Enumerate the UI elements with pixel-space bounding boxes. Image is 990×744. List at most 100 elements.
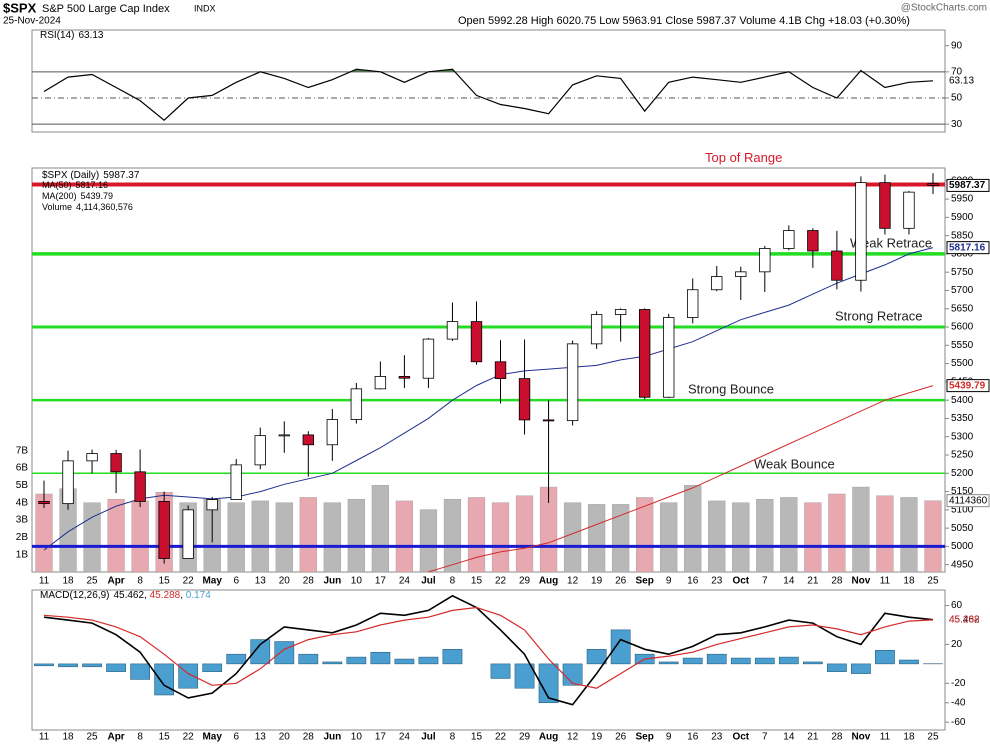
volume-bar <box>347 498 365 572</box>
volume-tick-label: 5B <box>16 480 29 491</box>
x-tick-label: 28 <box>303 732 315 743</box>
histogram-bar <box>658 661 679 665</box>
value-tag: 4114360 <box>949 495 988 506</box>
legend: RSI(14) 63.13 <box>40 30 104 41</box>
level-annotation: Strong Retrace <box>835 308 922 323</box>
pane-frame <box>31 589 946 731</box>
value-tag-box <box>946 178 990 192</box>
volume-bar <box>227 502 245 572</box>
x-tick-label: 11 <box>39 732 50 743</box>
x-tick-label: Jun <box>323 576 341 587</box>
x-tick-label: 22 <box>495 576 507 587</box>
candle-body <box>783 230 795 249</box>
histogram-bar <box>322 661 343 665</box>
histogram-bar <box>514 663 535 689</box>
x-tick-label: 18 <box>903 576 915 587</box>
volume-bar <box>443 498 462 572</box>
value-tag: 45.288 <box>949 614 980 625</box>
quote: Open 5992.28 High 6020.75 Low 5963.91 Cl… <box>458 15 910 27</box>
date: 25-Nov-2024 <box>3 16 61 27</box>
y-tick-label: 5200 <box>951 468 974 479</box>
x-tick-label: 29 <box>519 576 531 587</box>
candle-body <box>614 309 627 316</box>
value-tag: 5439.79 <box>949 380 986 391</box>
candle-body <box>230 464 242 501</box>
x-tick-label: Oct <box>732 732 749 743</box>
legend-part: 5987.37 <box>103 170 140 181</box>
x-tick-label: 15 <box>471 732 483 743</box>
legend-value: 0.174 <box>186 590 211 601</box>
value-tag: 5987.37 <box>949 180 986 191</box>
candle-body <box>158 501 170 559</box>
volume-bar <box>852 486 870 572</box>
x-tick-label: 8 <box>137 732 143 743</box>
x-tick-label: 20 <box>279 732 291 743</box>
pane-frame <box>31 167 946 573</box>
candle-body <box>518 378 531 421</box>
y-tick-label: -20 <box>951 678 966 689</box>
volume-bar <box>83 502 101 572</box>
volume-bar <box>660 502 678 572</box>
indicator-line <box>43 594 934 706</box>
x-tick-label: 23 <box>711 576 723 587</box>
volume-bar <box>636 497 654 572</box>
y-tick-label: 5600 <box>951 322 974 333</box>
legend-value: 63.13 <box>78 30 103 41</box>
y-tick-label: 5900 <box>951 212 974 223</box>
symbol: $SPX <box>3 0 37 15</box>
x-tick-label: 12 <box>567 576 579 587</box>
x-tick-label: 25 <box>927 732 939 743</box>
histogram-bar <box>610 629 631 665</box>
x-tick-label: 15 <box>159 576 171 587</box>
histogram-bar <box>875 650 895 665</box>
volume-tick-label: 6B <box>16 463 29 474</box>
candle-body <box>590 314 603 345</box>
x-tick-label: 29 <box>519 732 531 743</box>
x-tick-label: 13 <box>255 576 267 587</box>
histogram-bar <box>827 663 847 672</box>
histogram-bar <box>754 657 775 665</box>
volume-tick-label: 1B <box>16 549 29 560</box>
histogram-bar <box>802 661 823 665</box>
index-name: S&P 500 Large Cap Index <box>42 3 170 15</box>
x-tick-label: 21 <box>807 732 819 743</box>
moving-average <box>426 385 934 572</box>
candle-body <box>350 388 363 420</box>
candle-body <box>86 453 98 462</box>
volume-tick-label: 2B <box>16 532 29 543</box>
x-tick-label: 7 <box>762 576 768 587</box>
volume-bar <box>395 500 414 572</box>
volume-bar <box>876 495 894 572</box>
histogram-bar <box>730 657 751 665</box>
x-tick-label: 14 <box>783 576 795 587</box>
value-tag-box <box>946 494 990 508</box>
histogram-bar <box>562 663 583 686</box>
level-annotation: Top of Range <box>705 150 782 165</box>
y-tick-label: 5550 <box>951 340 974 351</box>
candle-body <box>446 321 459 340</box>
legend: Volume 4,114,360,576 <box>42 202 133 212</box>
candle-body <box>38 501 50 505</box>
x-tick-label: 21 <box>807 576 819 587</box>
y-tick-label: 5150 <box>951 486 974 497</box>
value-tag-box <box>946 241 990 255</box>
y-tick-label: 5400 <box>951 395 974 406</box>
x-tick-label: 15 <box>471 576 483 587</box>
histogram-bar <box>442 649 463 665</box>
legend-part: Volume <box>42 202 72 212</box>
indicator-line <box>43 606 934 689</box>
x-tick-label: 19 <box>591 576 603 587</box>
x-tick-label: Apr <box>107 732 124 743</box>
candle-body <box>182 509 194 559</box>
x-tick-label: 28 <box>303 576 315 587</box>
x-tick-label: 22 <box>183 732 195 743</box>
volume-bar <box>107 498 125 572</box>
volume-bar <box>804 502 822 572</box>
candle-body <box>807 230 819 252</box>
candle-body <box>254 435 266 466</box>
x-tick-label: 14 <box>783 732 795 743</box>
level-annotation: Strong Bounce <box>688 382 774 397</box>
x-tick-label: 8 <box>137 576 143 587</box>
histogram-bar <box>778 656 799 665</box>
candle-body <box>326 419 339 446</box>
